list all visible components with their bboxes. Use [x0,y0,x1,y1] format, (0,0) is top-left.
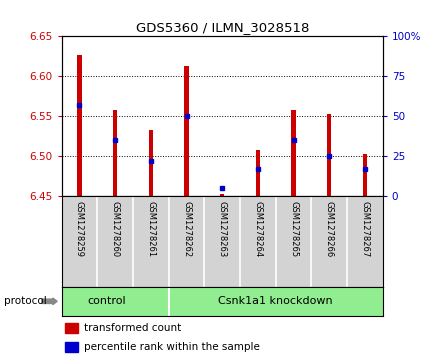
Bar [65,323,78,333]
Text: GSM1278264: GSM1278264 [253,200,262,257]
Text: GSM1278262: GSM1278262 [182,200,191,257]
Title: GDS5360 / ILMN_3028518: GDS5360 / ILMN_3028518 [136,21,309,34]
Text: GSM1278265: GSM1278265 [289,200,298,257]
Text: Csnk1a1 knockdown: Csnk1a1 knockdown [218,296,333,306]
Text: GSM1278266: GSM1278266 [325,200,334,257]
Bar [184,66,189,196]
Text: transformed count: transformed count [84,323,181,333]
Bar [113,110,117,196]
Text: protocol: protocol [4,296,47,306]
Bar [220,195,224,196]
Bar [327,114,331,196]
Text: GSM1278263: GSM1278263 [218,200,227,257]
Text: GSM1278260: GSM1278260 [110,200,120,257]
Bar [291,110,296,196]
Bar [149,130,153,196]
Text: GSM1278267: GSM1278267 [360,200,370,257]
Text: control: control [87,296,125,306]
Bar [256,150,260,196]
Bar [77,55,81,196]
Text: percentile rank within the sample: percentile rank within the sample [84,342,260,352]
Text: GSM1278259: GSM1278259 [75,200,84,257]
Bar [363,155,367,196]
Text: GSM1278261: GSM1278261 [147,200,155,257]
Bar [65,342,78,352]
